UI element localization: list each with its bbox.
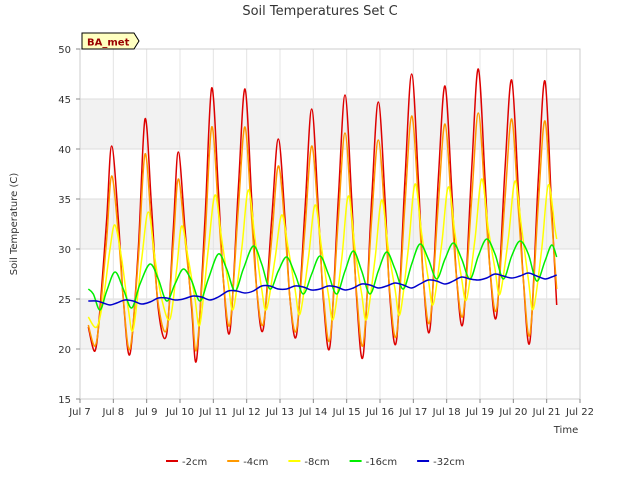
- legend-label: -4cm: [243, 457, 268, 468]
- series-line-8cm: [87, 178, 558, 332]
- x-tick-label: Jul 18: [432, 407, 461, 418]
- series-line-16cm: [87, 238, 558, 311]
- y-axis-ticks: 15 20 25 30 35 40 45 50: [58, 45, 80, 406]
- chart-title: Soil Temperatures Set C: [242, 4, 397, 19]
- shaded-band: [80, 199, 580, 249]
- y-tick-label: 15: [58, 395, 71, 406]
- x-tick-label: Jul 17: [398, 407, 427, 418]
- y-tick-label: 20: [58, 345, 71, 356]
- x-tick-label: Jul 14: [298, 407, 327, 418]
- legend-label: -8cm: [304, 457, 329, 468]
- y-tick-label: 40: [58, 145, 71, 156]
- badge-shape: [81, 32, 140, 50]
- x-tick-label: Jul 22: [565, 407, 594, 418]
- x-axis-ticks: Jul 7 Jul 8 Jul 9 Jul 10 Jul 11 Jul 12 Jul 13 J…: [68, 399, 594, 418]
- x-tick-label: Jul 9: [135, 407, 158, 418]
- x-tick-label: Jul 21: [532, 407, 561, 418]
- shaded-band: [80, 99, 580, 149]
- x-tick-label: Jul 11: [198, 407, 227, 418]
- series-lines: [87, 68, 558, 363]
- x-tick-label: Jul 16: [365, 407, 394, 418]
- y-axis-label: Soil Temperature (C): [9, 173, 20, 276]
- x-tick-label: Jul 13: [265, 407, 294, 418]
- x-tick-label: Jul 12: [232, 407, 261, 418]
- legend-label: -32cm: [433, 457, 465, 468]
- y-tick-label: 30: [58, 245, 71, 256]
- plot-frame: [79, 48, 581, 400]
- series-line-32cm: [88, 272, 557, 306]
- y-tick-label: 35: [58, 195, 71, 206]
- series-line-4cm: [87, 112, 558, 352]
- y-tick-label: 45: [58, 95, 71, 106]
- legend-label: -2cm: [182, 457, 207, 468]
- legend-label: -16cm: [366, 457, 398, 468]
- badge-label: BA_met: [87, 38, 130, 49]
- site-badge: BA_met: [81, 32, 140, 50]
- x-tick-label: Jul 10: [165, 407, 194, 418]
- y-tick-label: 25: [58, 295, 71, 306]
- x-tick-label: Jul 19: [465, 407, 494, 418]
- x-tick-label: Jul 8: [102, 407, 125, 418]
- legend: -2cm -4cm -8cm -16cm -32cm: [166, 457, 465, 468]
- y-tick-label: 50: [58, 45, 71, 56]
- x-axis-label: Time: [553, 425, 578, 436]
- x-tick-label: Jul 20: [498, 407, 527, 418]
- x-tick-label: Jul 7: [68, 407, 91, 418]
- x-tick-label: Jul 15: [332, 407, 361, 418]
